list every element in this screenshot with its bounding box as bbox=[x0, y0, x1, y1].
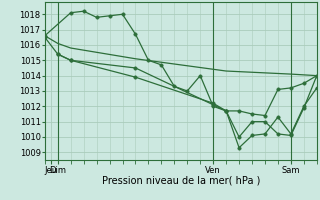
X-axis label: Pression niveau de la mer( hPa ): Pression niveau de la mer( hPa ) bbox=[102, 176, 260, 186]
